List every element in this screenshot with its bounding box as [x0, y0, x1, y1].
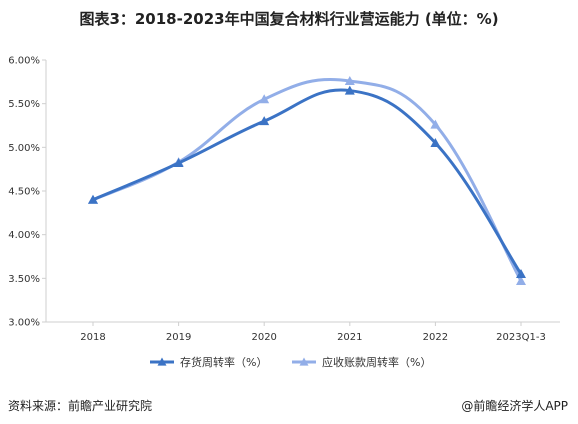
x-tick-label: 2020 — [251, 332, 276, 343]
series-line — [92, 77, 523, 282]
data-point-marker — [516, 268, 526, 278]
series-line — [92, 88, 523, 275]
data-point-marker — [344, 85, 355, 95]
legend-label: 存货周转率（%） — [180, 355, 267, 369]
chart-title: 图表3：2018-2023年中国复合材料行业营运能力 (单位：%) — [79, 10, 499, 28]
legend-swatch-marker — [299, 357, 309, 366]
series-layer — [88, 75, 526, 285]
data-point-marker — [430, 137, 441, 147]
brand-credit: @前瞻经济学人APP — [461, 399, 568, 413]
x-tick-label: 2022 — [423, 332, 448, 343]
data-point-marker — [88, 194, 98, 204]
y-tick-label: 4.50% — [8, 187, 40, 198]
x-tick-label: 2018 — [80, 332, 105, 343]
data-point-marker — [173, 158, 184, 168]
legend-item-1: 存货周转率（%） — [150, 355, 267, 369]
data-point-marker — [344, 75, 355, 85]
y-tick-label: 3.50% — [8, 274, 40, 285]
legend-swatch-marker — [157, 357, 167, 366]
y-tick-label: 5.00% — [8, 143, 40, 154]
series-2 — [88, 75, 526, 285]
y-tick-label: 4.00% — [8, 230, 40, 241]
legend-item-2: 应收账款周转率（%） — [292, 355, 431, 369]
x-axis-ticks: 2018 2019 2020 2021 2022 2023Q1-3 — [80, 322, 546, 343]
x-tick-label: 2019 — [166, 332, 191, 343]
y-tick-label: 6.00% — [8, 56, 40, 67]
data-point-marker — [259, 116, 270, 126]
source-note: 资料来源：前瞻产业研究院 — [8, 399, 153, 413]
data-point-marker — [516, 275, 526, 285]
y-axis-ticks: 3.00% 3.50% 4.00% 4.50% 5.00% 5.50% 6.00% — [8, 56, 46, 329]
y-tick-label: 5.50% — [8, 99, 40, 110]
series-1 — [88, 85, 526, 278]
x-tick-label: 2021 — [337, 332, 362, 343]
legend-label: 应收账款周转率（%） — [322, 355, 431, 369]
x-tick-label: 2023Q1-3 — [496, 332, 546, 343]
legend: 存货周转率（%） 应收账款周转率（%） — [150, 355, 431, 369]
data-point-marker — [259, 94, 270, 104]
data-point-marker — [430, 119, 441, 129]
y-tick-label: 3.00% — [8, 318, 40, 329]
